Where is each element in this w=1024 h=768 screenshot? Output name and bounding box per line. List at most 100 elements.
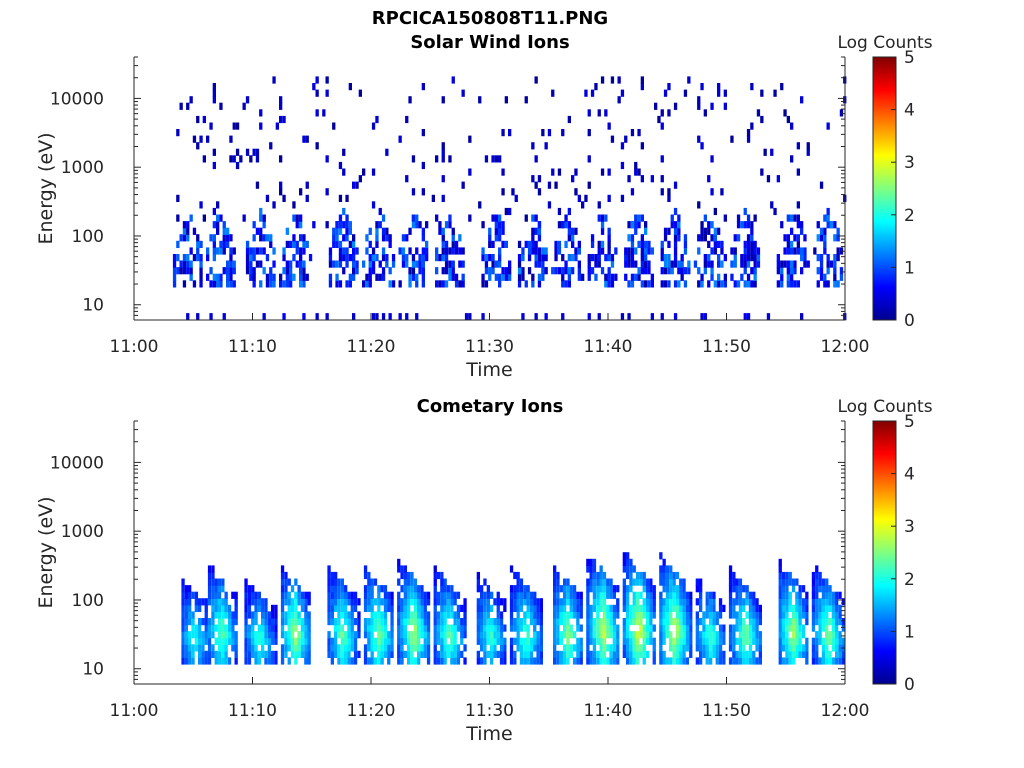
- heatmap-cell: [208, 598, 211, 605]
- heatmap-cell: [374, 598, 377, 605]
- heatmap-cell: [578, 267, 581, 274]
- heatmap-cell: [734, 280, 737, 287]
- heatmap-cell: [563, 592, 566, 599]
- heatmap-cell: [760, 90, 763, 97]
- heatmap-cell: [442, 155, 445, 162]
- heatmap-cell: [719, 611, 722, 618]
- heatmap-cell: [452, 247, 455, 254]
- heatmap-cell: [279, 116, 282, 123]
- heatmap-cell: [666, 625, 669, 632]
- heatmap-cell: [382, 228, 385, 235]
- heatmap-cell: [535, 215, 538, 222]
- heatmap-cell: [833, 234, 836, 241]
- heatmap-cell: [505, 274, 508, 281]
- heatmap-cell: [322, 109, 325, 116]
- heatmap-cell: [302, 267, 305, 274]
- heatmap-cell: [316, 142, 319, 149]
- x-axis-label: Time: [465, 723, 513, 745]
- heatmap-cell: [666, 618, 669, 625]
- heatmap-cell: [344, 592, 347, 599]
- heatmap-cell: [261, 651, 264, 658]
- heatmap-cell: [712, 625, 715, 632]
- heatmap-cell: [799, 585, 802, 592]
- heatmap-cell: [505, 96, 508, 103]
- heatmap-cell: [608, 228, 611, 235]
- heatmap-cell: [568, 267, 571, 274]
- heatmap-cell: [634, 228, 637, 235]
- heatmap-cell: [375, 241, 378, 248]
- heatmap-cell: [832, 592, 835, 599]
- heatmap-cell: [258, 638, 261, 645]
- heatmap-cell: [710, 221, 713, 228]
- heatmap-cell: [302, 280, 305, 287]
- heatmap-cell: [412, 215, 415, 222]
- heatmap-cell: [593, 625, 596, 632]
- heatmap-cell: [739, 618, 742, 625]
- heatmap-cell: [269, 234, 272, 241]
- heatmap-cell: [676, 638, 679, 645]
- heatmap-cell: [598, 261, 601, 268]
- heatmap-cell: [450, 611, 453, 618]
- heatmap-cell: [244, 611, 247, 618]
- heatmap-cell: [399, 136, 402, 143]
- heatmap-cell: [689, 618, 692, 625]
- heatmap-cell: [600, 651, 603, 658]
- heatmap-cell: [815, 598, 818, 605]
- heatmap-cell: [381, 631, 384, 638]
- heatmap-cell: [596, 592, 599, 599]
- heatmap-cell: [435, 247, 438, 254]
- heatmap-cell: [653, 611, 656, 618]
- heatmap-cell: [195, 644, 198, 651]
- heatmap-cell: [435, 267, 438, 274]
- heatmap-cell: [702, 618, 705, 625]
- heatmap-cell: [304, 657, 307, 664]
- heatmap-cell: [442, 267, 445, 274]
- heatmap-cell: [789, 651, 792, 658]
- heatmap-cell: [351, 638, 354, 645]
- heatmap-cell: [454, 598, 457, 605]
- heatmap-cell: [444, 611, 447, 618]
- heatmap-cell: [679, 618, 682, 625]
- heatmap-cell: [369, 261, 372, 268]
- heatmap-cell: [779, 611, 782, 618]
- heatmap-cell: [491, 267, 494, 274]
- heatmap-cell: [702, 611, 705, 618]
- heatmap-cell: [651, 175, 654, 182]
- heatmap-cell: [785, 644, 788, 651]
- heatmap-cell: [213, 254, 216, 261]
- y-axis-label: Energy (eV): [35, 496, 57, 608]
- heatmap-cell: [302, 274, 305, 281]
- heatmap-cell: [710, 267, 713, 274]
- heatmap-cell: [203, 215, 206, 222]
- heatmap-cell: [294, 598, 297, 605]
- heatmap-cell: [795, 625, 798, 632]
- heatmap-cell: [838, 631, 841, 638]
- heatmap-cell: [225, 625, 228, 632]
- heatmap-cell: [812, 592, 815, 599]
- heatmap-cell: [686, 598, 689, 605]
- heatmap-cell: [342, 221, 345, 228]
- heatmap-cell: [732, 651, 735, 658]
- heatmap-cell: [820, 261, 823, 268]
- heatmap-cell: [500, 618, 503, 625]
- heatmap-cell: [593, 631, 596, 638]
- heatmap-cell: [434, 592, 437, 599]
- heatmap-cell: [205, 638, 208, 645]
- heatmap-cell: [434, 618, 437, 625]
- heatmap-cell: [365, 234, 368, 241]
- heatmap-cell: [755, 611, 758, 618]
- heatmap-cell: [445, 261, 448, 268]
- heatmap-cell: [298, 598, 301, 605]
- heatmap-cell: [746, 585, 749, 592]
- heatmap-cell: [390, 605, 393, 612]
- heatmap-cell: [510, 638, 513, 645]
- heatmap-cell: [440, 657, 443, 664]
- heatmap-cell: [253, 247, 256, 254]
- heatmap-cell: [229, 254, 232, 261]
- heatmap-cell: [400, 585, 403, 592]
- heatmap-cell: [649, 598, 652, 605]
- heatmap-cell: [405, 175, 408, 182]
- heatmap-cell: [744, 241, 747, 248]
- heatmap-cell: [835, 651, 838, 658]
- heatmap-cell: [825, 598, 828, 605]
